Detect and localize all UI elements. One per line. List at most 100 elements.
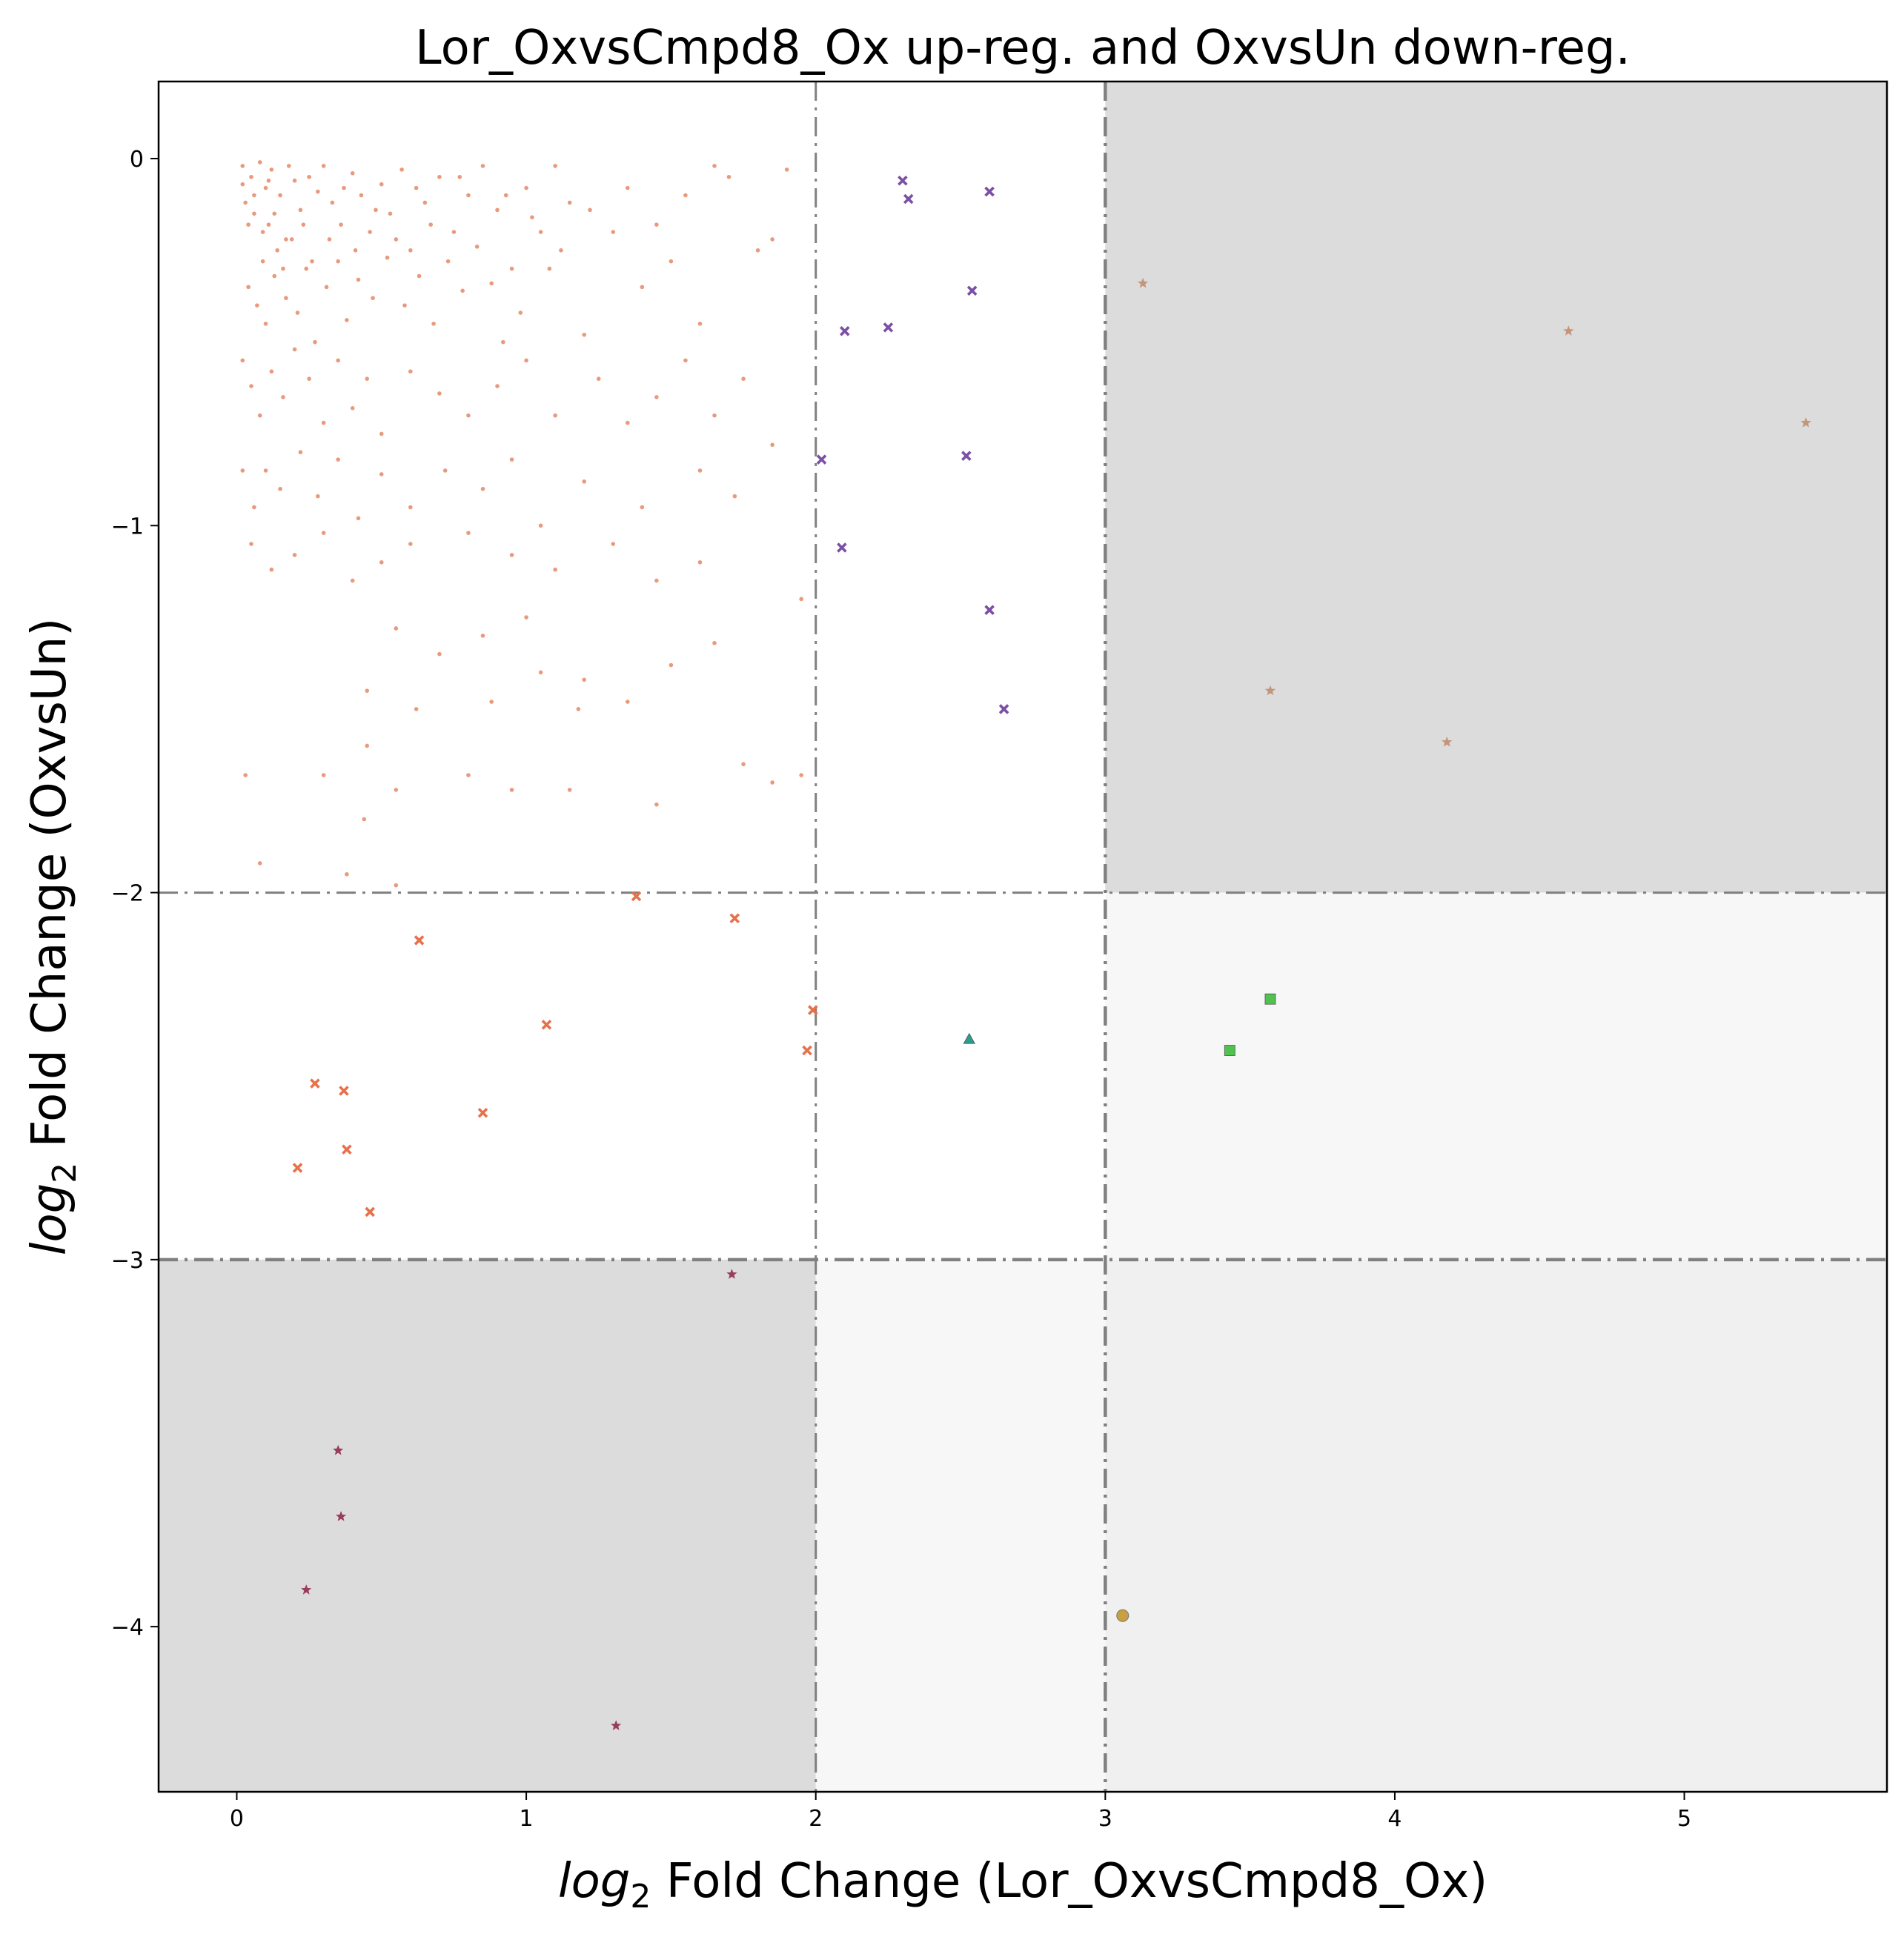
data-point <box>356 277 361 282</box>
data-point <box>1563 325 1574 336</box>
data-point <box>726 174 732 179</box>
data-point <box>732 494 737 499</box>
data-point <box>640 505 645 510</box>
data-point <box>799 597 803 602</box>
data-point <box>275 248 279 253</box>
data-point <box>246 285 251 290</box>
data-point <box>538 230 543 234</box>
data-point <box>292 347 297 352</box>
data-point <box>437 174 442 179</box>
data-point <box>257 861 262 866</box>
data-point <box>626 420 630 425</box>
data-point <box>249 174 253 179</box>
data-point <box>252 211 256 216</box>
data-point <box>356 516 361 521</box>
data-point <box>466 413 471 418</box>
data-point <box>269 567 274 572</box>
data-point <box>333 1444 344 1455</box>
data-point <box>503 193 508 198</box>
data-point <box>257 413 262 418</box>
data-point <box>336 358 340 363</box>
data-point <box>437 391 442 396</box>
data-point <box>466 193 471 198</box>
data-point <box>530 215 534 220</box>
data-point <box>553 164 557 168</box>
data-point <box>1116 1609 1130 1622</box>
data-point <box>480 486 485 491</box>
data-point <box>284 296 288 301</box>
data-point <box>457 174 462 179</box>
data-point <box>559 248 563 253</box>
data-point <box>240 358 245 363</box>
data-point <box>984 605 995 615</box>
data-point <box>408 505 413 510</box>
data-point <box>489 281 494 286</box>
data-point <box>408 542 413 546</box>
data-point <box>611 230 616 234</box>
data-point <box>553 567 557 572</box>
data-point <box>1442 737 1453 747</box>
data-point <box>712 640 717 645</box>
data-point <box>808 1005 818 1015</box>
data-point <box>394 883 399 888</box>
data-point <box>301 222 306 227</box>
data-point <box>243 773 248 777</box>
data-point <box>388 211 393 216</box>
data-point <box>839 326 850 336</box>
data-point <box>582 479 587 484</box>
data-point <box>903 193 914 205</box>
data-point <box>316 494 320 499</box>
data-point <box>345 872 349 877</box>
data-point <box>402 303 407 308</box>
data-point <box>342 185 346 190</box>
data-point <box>495 207 500 213</box>
data-point <box>640 285 645 290</box>
data-point <box>442 468 448 473</box>
data-point <box>582 677 587 682</box>
y-tick-label: 0 <box>130 147 144 173</box>
data-point <box>460 288 465 293</box>
data-point <box>770 780 774 785</box>
data-point <box>414 707 419 711</box>
data-point <box>269 369 274 374</box>
data-point <box>255 303 259 308</box>
data-point <box>631 891 642 902</box>
x-tick-label: 5 <box>1677 1806 1691 1832</box>
data-point <box>998 704 1009 714</box>
data-point <box>626 185 630 190</box>
data-point <box>963 1032 975 1044</box>
shaded-region-1 <box>159 1259 816 1792</box>
data-point <box>304 266 309 271</box>
data-point <box>339 1086 349 1096</box>
data-point <box>359 193 364 198</box>
data-point <box>1800 417 1811 428</box>
data-point <box>301 1584 312 1595</box>
data-point <box>712 413 717 418</box>
data-point <box>712 164 717 168</box>
y-axis-ticks: 0 −1 −2 −3 −4 <box>111 147 159 1641</box>
data-point <box>466 531 471 535</box>
data-point <box>567 200 572 205</box>
data-point <box>284 237 288 242</box>
data-point <box>310 1078 320 1089</box>
data-point <box>330 200 335 205</box>
data-point <box>431 322 436 326</box>
data-point <box>249 384 253 388</box>
data-point <box>252 193 256 198</box>
data-point <box>379 431 384 436</box>
data-point <box>538 523 543 528</box>
log-subscript: 2 <box>630 1878 651 1916</box>
data-point <box>240 182 245 187</box>
data-point <box>362 817 367 822</box>
data-point <box>365 688 370 693</box>
data-point <box>509 788 514 792</box>
data-point <box>437 651 442 657</box>
data-point <box>428 222 433 227</box>
data-point <box>313 339 317 345</box>
data-point <box>582 332 587 337</box>
chart-title: Lor_OxvsCmpd8_Ox up-reg. and OxvsUn down… <box>415 21 1631 76</box>
data-point <box>567 788 572 792</box>
x-tick-label: 4 <box>1387 1806 1402 1832</box>
log-prefix: log <box>22 1183 77 1256</box>
data-point <box>480 634 485 638</box>
